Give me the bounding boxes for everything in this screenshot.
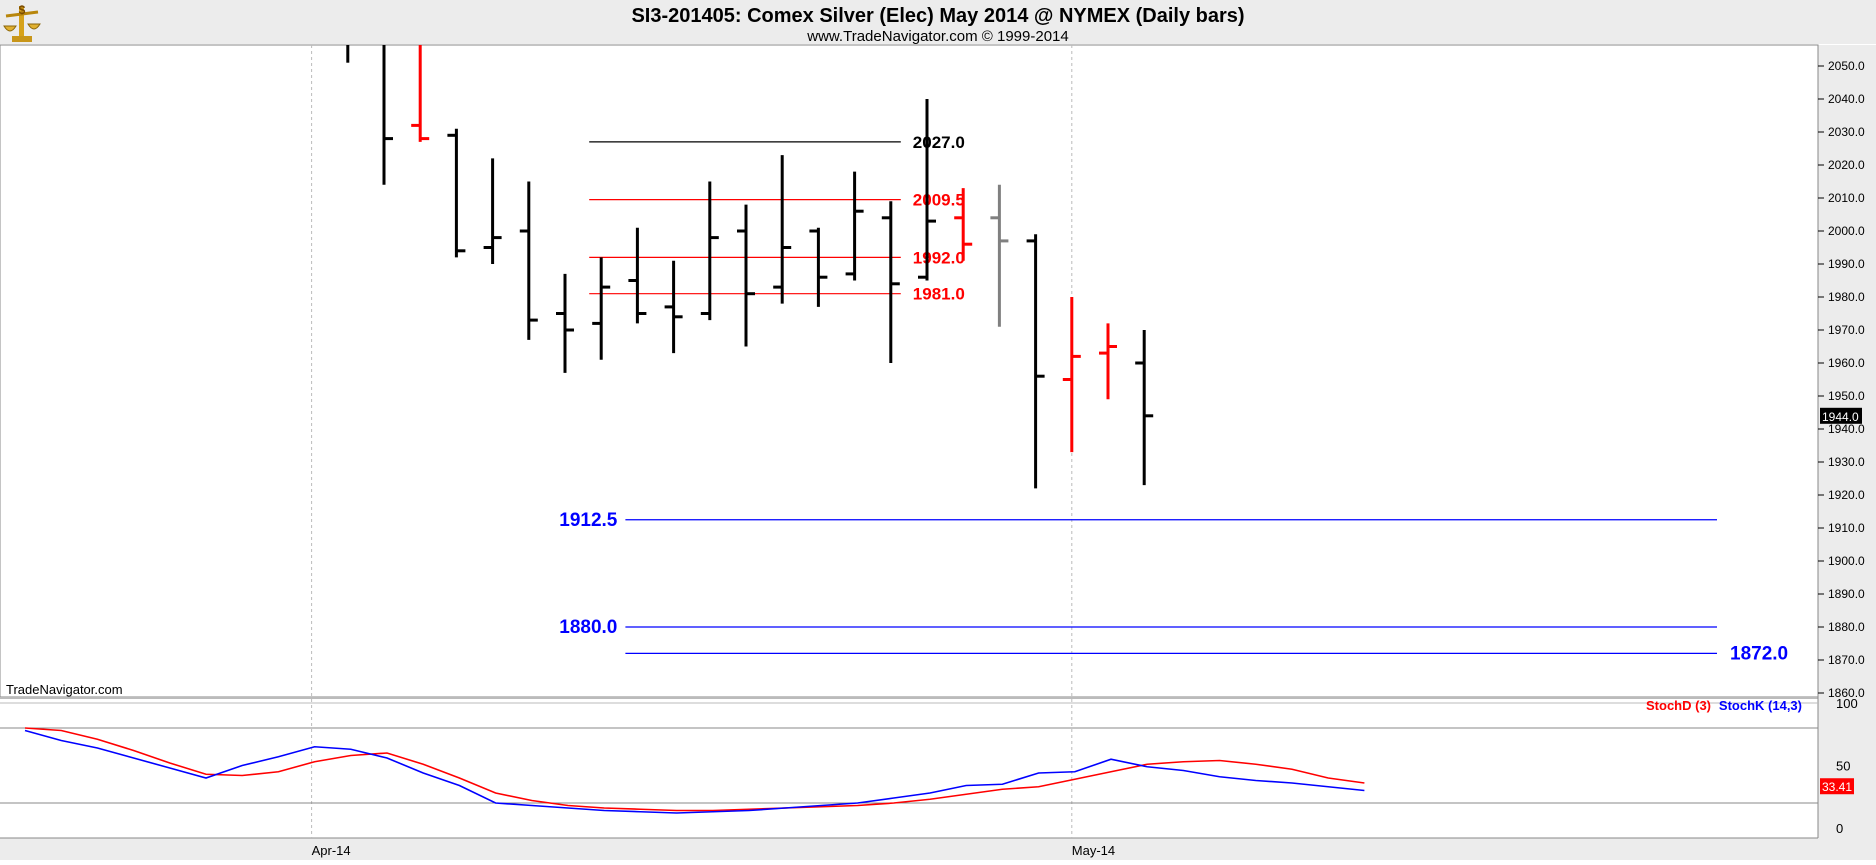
- ohlc-bar: [773, 155, 792, 304]
- time-axis: Apr-14 May-14: [312, 843, 1116, 858]
- stoch-value-label: 33.41: [1822, 780, 1852, 794]
- y-tick-label: 2040.0: [1828, 92, 1865, 106]
- y-tick-label: 1880.0: [1828, 620, 1865, 634]
- y-tick-label: 1910.0: [1828, 521, 1865, 535]
- panel-separator: [0, 697, 1876, 699]
- stoch-line-k: [24, 729, 1365, 814]
- level-label: 2027.0: [913, 133, 965, 152]
- stoch-y-tick-label: 50: [1836, 759, 1850, 774]
- level-label: 1872.0: [1730, 643, 1788, 664]
- ohlc-bar: [592, 257, 611, 360]
- ohlc-bar: [1099, 323, 1117, 400]
- ohlc-bar: [664, 260, 683, 354]
- price-bars: [346, 45, 1154, 489]
- y-tick-label: 1950.0: [1828, 389, 1865, 403]
- ohlc-bar: [382, 45, 393, 185]
- y-tick-label: 1900.0: [1828, 554, 1865, 568]
- ohlc-bar: [411, 45, 430, 142]
- ohlc-bar: [483, 158, 502, 264]
- ohlc-bar: [918, 99, 936, 281]
- x-tick-label: Apr-14: [312, 843, 351, 858]
- ohlc-bar: [628, 227, 647, 324]
- y-tick-label: 2020.0: [1828, 158, 1865, 172]
- level-label: 1880.0: [559, 617, 617, 638]
- ohlc-bar: [881, 201, 900, 363]
- stoch-y-tick-label: 100: [1836, 696, 1858, 711]
- y-tick-label: 1980.0: [1828, 290, 1865, 304]
- level-label: 1981.0: [913, 285, 965, 304]
- y-tick-label: 1890.0: [1828, 587, 1865, 601]
- ohlc-bar: [990, 184, 1009, 327]
- stoch-line-d: [24, 727, 1365, 812]
- ohlc-bar: [1135, 330, 1154, 486]
- y-tick-label: 2050.0: [1828, 59, 1865, 73]
- ohlc-bar: [447, 128, 466, 258]
- main-plot-frame: [0, 44, 1819, 698]
- watermark-text: TradeNavigator.com: [6, 682, 123, 697]
- y-tick-label: 2030.0: [1828, 125, 1865, 139]
- level-label: 1992.0: [913, 248, 965, 267]
- y-tick-label: 1920.0: [1828, 488, 1865, 502]
- ohlc-bar: [1026, 234, 1045, 489]
- legend-stochd: StochD (3): [1646, 698, 1711, 713]
- ohlc-bar: [519, 181, 538, 340]
- y-tick-label: 1860.0: [1828, 686, 1865, 700]
- ohlc-bar: [954, 188, 973, 261]
- y-tick-label: 1970.0: [1828, 323, 1865, 337]
- stochastic-panel: 100 50 0 33.41: [0, 696, 1858, 836]
- ohlc-bar: [809, 227, 828, 307]
- ohlc-bar: [845, 171, 864, 281]
- ohlc-bar: [556, 273, 574, 373]
- dollar-scale-logo-icon: $: [3, 3, 41, 42]
- ohlc-bar: [737, 204, 755, 347]
- x-tick-label: May-14: [1072, 843, 1115, 858]
- y-tick-label: 1940.0: [1828, 422, 1865, 436]
- level-label: 1912.5: [559, 510, 618, 531]
- y-tick-label: 1870.0: [1828, 653, 1865, 667]
- y-axis-panel: [1818, 45, 1876, 860]
- y-tick-label: 1930.0: [1828, 455, 1865, 469]
- y-tick-label: 2010.0: [1828, 191, 1865, 205]
- price-axis: 2050.0 2040.0 2030.0 2020.0 2010.0 2000.0 1990…: [1818, 59, 1865, 700]
- legend-stochk: StochK (14,3): [1719, 698, 1802, 713]
- ohlc-bar: [700, 181, 719, 321]
- x-axis-panel: [0, 838, 1818, 860]
- y-tick-label: 1960.0: [1828, 356, 1865, 370]
- y-tick-label: 1990.0: [1828, 257, 1865, 271]
- chart-title: SI3-201405: Comex Silver (Elec) May 2014…: [631, 5, 1244, 27]
- stoch-value-badge: [1820, 778, 1854, 795]
- y-tick-label: 2000.0: [1828, 224, 1865, 238]
- chart-subtitle: www.TradeNavigator.com © 1999-2014: [806, 28, 1068, 45]
- title-bar: [0, 0, 1876, 44]
- ohlc-bar: [1062, 297, 1081, 453]
- last-price-label: 1944.0: [1822, 410, 1859, 424]
- last-price-badge: [1820, 407, 1862, 424]
- svg-text:$: $: [19, 3, 26, 17]
- stoch-y-tick-label: 0: [1836, 821, 1843, 836]
- level-label: 2009.5: [913, 191, 965, 210]
